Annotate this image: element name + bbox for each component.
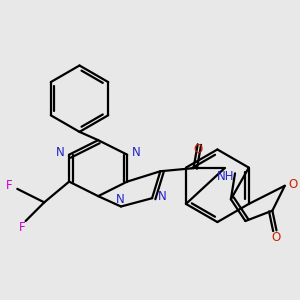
Text: NH: NH bbox=[217, 170, 234, 183]
Text: F: F bbox=[19, 221, 26, 234]
Text: N: N bbox=[116, 193, 124, 206]
Text: N: N bbox=[158, 190, 167, 203]
Text: N: N bbox=[132, 146, 141, 159]
Text: O: O bbox=[288, 178, 297, 191]
Text: N: N bbox=[56, 146, 64, 159]
Text: O: O bbox=[193, 143, 202, 156]
Text: F: F bbox=[6, 179, 13, 192]
Text: O: O bbox=[272, 231, 281, 244]
